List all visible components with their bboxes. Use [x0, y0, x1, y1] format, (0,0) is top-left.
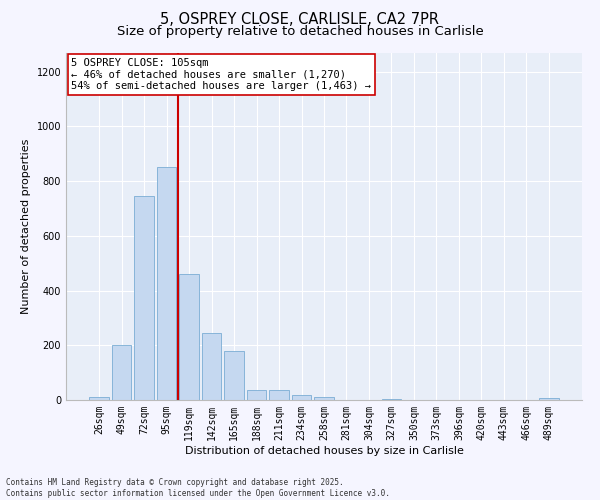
Y-axis label: Number of detached properties: Number of detached properties [21, 138, 31, 314]
Bar [247, 390, 266, 400]
X-axis label: Distribution of detached houses by size in Carlisle: Distribution of detached houses by size … [185, 446, 463, 456]
Bar [314, 398, 334, 400]
Bar [224, 350, 244, 400]
Text: 5 OSPREY CLOSE: 105sqm
← 46% of detached houses are smaller (1,270)
54% of semi-: 5 OSPREY CLOSE: 105sqm ← 46% of detached… [71, 58, 371, 91]
Bar [539, 398, 559, 400]
Bar [179, 274, 199, 400]
Bar [292, 395, 311, 400]
Bar [202, 333, 221, 400]
Text: Size of property relative to detached houses in Carlisle: Size of property relative to detached ho… [116, 25, 484, 38]
Bar [157, 168, 176, 400]
Text: Contains HM Land Registry data © Crown copyright and database right 2025.
Contai: Contains HM Land Registry data © Crown c… [6, 478, 390, 498]
Bar [134, 196, 154, 400]
Bar [89, 398, 109, 400]
Bar [112, 346, 131, 400]
Text: 5, OSPREY CLOSE, CARLISLE, CA2 7PR: 5, OSPREY CLOSE, CARLISLE, CA2 7PR [161, 12, 439, 28]
Bar [269, 390, 289, 400]
